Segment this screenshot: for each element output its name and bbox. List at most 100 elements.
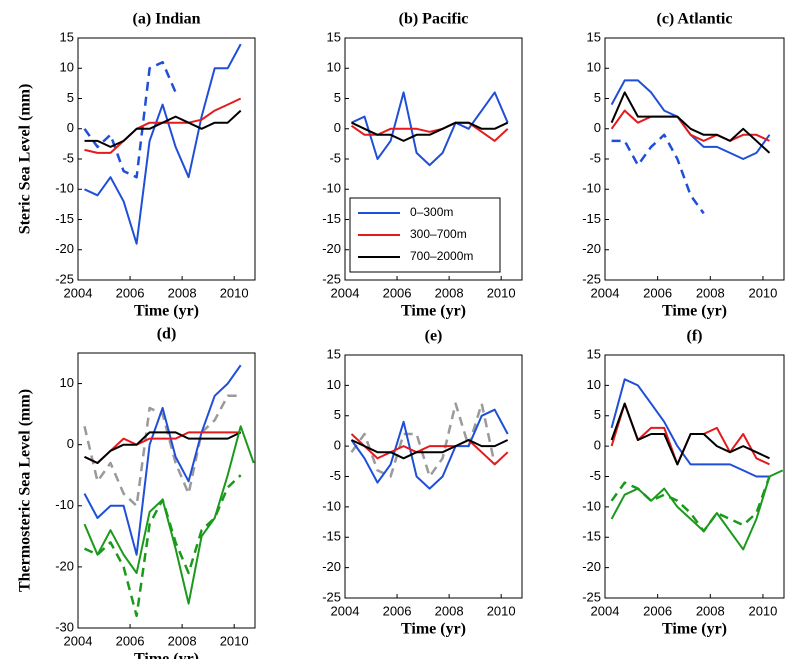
y-tick-label: 5: [594, 90, 601, 105]
y-axis-label: Steric Sea Level (mm): [17, 84, 34, 235]
series-line: [84, 109, 242, 148]
y-tick-label: 15: [60, 29, 74, 44]
x-tick-label: 2008: [435, 603, 464, 618]
panel-title: (d): [157, 326, 177, 343]
series-line: [83, 474, 242, 618]
series-line: [610, 469, 784, 551]
y-tick-label: -25: [55, 271, 74, 286]
series-line: [84, 43, 242, 245]
series-line: [351, 121, 509, 142]
panel-title: (e): [425, 328, 443, 345]
y-tick-label: 10: [587, 60, 601, 75]
y-tick-label: 15: [327, 346, 341, 361]
panel-title: (b) Pacific: [399, 11, 469, 28]
x-tick-label: 2004: [64, 633, 93, 648]
y-tick-label: 5: [334, 407, 341, 422]
legend-label: 700–2000m: [410, 249, 473, 263]
y-tick-label: 10: [60, 375, 74, 390]
x-tick-label: 2010: [487, 603, 516, 618]
y-tick-label: -25: [582, 271, 601, 286]
plot-frame: [604, 37, 785, 281]
y-tick-label: -15: [582, 211, 601, 226]
panel-title: (a) Indian: [132, 11, 200, 28]
x-tick-label: 2010: [220, 633, 249, 648]
y-tick-label: -20: [582, 241, 601, 256]
y-tick-label: -10: [55, 181, 74, 196]
y-tick-label: 10: [60, 60, 74, 75]
series-line: [611, 133, 705, 215]
y-tick-label: -15: [582, 529, 601, 544]
x-tick-label: 2004: [591, 285, 620, 300]
y-tick-label: -20: [322, 241, 341, 256]
y-tick-label: 0: [67, 120, 74, 135]
x-tick-label: 2010: [748, 285, 777, 300]
series-line: [610, 378, 770, 478]
x-tick-label: 2006: [383, 603, 412, 618]
y-tick-label: -5: [589, 150, 601, 165]
legend-label: 0–300m: [410, 205, 453, 219]
legend-label: 300–700m: [410, 227, 467, 241]
x-tick-label: 2006: [116, 285, 145, 300]
y-tick-label: 0: [334, 438, 341, 453]
series-line: [350, 121, 509, 142]
y-tick-label: -10: [322, 181, 341, 196]
y-tick-label: -10: [322, 498, 341, 513]
series-line: [350, 433, 509, 466]
x-axis-label: Time (yr): [401, 303, 466, 320]
y-tick-label: -5: [589, 468, 601, 483]
x-tick-label: 2004: [331, 603, 360, 618]
y-tick-label: 10: [327, 377, 341, 392]
series-line: [610, 402, 770, 466]
x-tick-label: 2008: [435, 285, 464, 300]
x-tick-label: 2008: [696, 603, 725, 618]
y-tick-label: -20: [582, 559, 601, 574]
y-tick-label: -20: [55, 558, 74, 573]
series-line: [350, 408, 509, 490]
x-tick-label: 2006: [116, 633, 145, 648]
x-axis-label: Time (yr): [662, 303, 727, 320]
x-tick-label: 2004: [591, 603, 620, 618]
y-tick-label: 0: [594, 120, 601, 135]
y-tick-label: -15: [322, 211, 341, 226]
y-tick-label: -5: [329, 150, 341, 165]
x-axis-label: Time (yr): [662, 621, 727, 638]
x-axis-label: Time (yr): [134, 651, 199, 659]
x-tick-label: 2008: [696, 285, 725, 300]
series-line: [350, 402, 496, 478]
y-tick-label: -30: [55, 619, 74, 634]
y-tick-label: 0: [594, 438, 601, 453]
y-axis-label: Thermosteric Sea Level (mm): [17, 389, 34, 592]
y-tick-label: 5: [334, 90, 341, 105]
panel-title: (c) Atlantic: [657, 11, 733, 28]
y-tick-label: -10: [55, 497, 74, 512]
y-tick-label: 15: [327, 29, 341, 44]
y-tick-label: 10: [587, 377, 601, 392]
x-tick-label: 2008: [168, 285, 197, 300]
x-tick-label: 2008: [168, 633, 197, 648]
x-tick-label: 2006: [383, 285, 412, 300]
y-tick-label: -10: [582, 498, 601, 513]
plot-frame: [77, 352, 256, 629]
plot-frame: [344, 354, 523, 599]
y-tick-label: 10: [327, 60, 341, 75]
x-tick-label: 2010: [487, 285, 516, 300]
y-tick-label: -20: [322, 559, 341, 574]
y-tick-label: -25: [322, 589, 341, 604]
y-tick-label: -15: [55, 211, 74, 226]
series-line: [610, 91, 771, 154]
x-axis-label: Time (yr): [401, 621, 466, 638]
series-line: [610, 476, 771, 533]
y-tick-label: -25: [322, 271, 341, 286]
x-tick-label: 2006: [643, 603, 672, 618]
series-line: [83, 394, 241, 508]
series-line: [84, 431, 242, 464]
y-tick-label: -10: [582, 181, 601, 196]
y-tick-label: 5: [594, 407, 601, 422]
x-tick-label: 2006: [643, 285, 672, 300]
y-tick-label: 0: [67, 436, 74, 451]
y-tick-label: -5: [62, 150, 74, 165]
y-tick-label: -5: [329, 468, 341, 483]
series-line: [84, 431, 241, 464]
x-tick-label: 2004: [64, 285, 93, 300]
